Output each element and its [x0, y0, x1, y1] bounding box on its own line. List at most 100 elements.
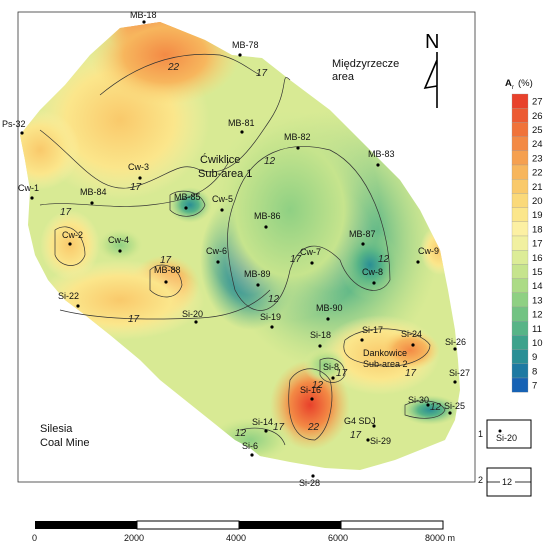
isoline-label: 17: [350, 430, 362, 441]
well-dot: [220, 208, 224, 212]
isolines: [39, 53, 446, 446]
well-markers: MB-18 MB-78 Ps-32 MB-81 MB-82 MB-83 Cw-3 Cw-1 MB…: [2, 10, 470, 488]
legend-title: A: [505, 78, 512, 89]
well-label: Si-22: [58, 291, 79, 301]
legend-swatch: [511, 207, 529, 222]
well-dot: [448, 411, 452, 415]
well-dot: [360, 338, 364, 342]
key-isoline-label: 12: [502, 477, 512, 487]
well-dot: [76, 304, 80, 308]
well-dot: [264, 429, 268, 433]
well-dot: [142, 20, 146, 24]
scale-label: 2000: [124, 533, 144, 543]
well-label: Si-18: [310, 330, 331, 340]
region-label-cwiklice: Ćwiklice: [200, 153, 240, 166]
well-label: MB-82: [284, 132, 311, 142]
isoline-label: 12: [264, 156, 276, 167]
well-dot: [453, 347, 457, 351]
well-dot: [361, 242, 365, 246]
isoline-label: 17: [290, 254, 302, 265]
isoline-label: 17: [128, 314, 140, 325]
isoline-label: 22: [307, 422, 320, 433]
well-dot: [376, 163, 380, 167]
isoline-label: 12: [312, 380, 324, 391]
well-label: Si-24: [401, 329, 422, 339]
region-label-cwiklice-sub: Sub-area 1: [198, 168, 252, 180]
legend-value: 23: [532, 153, 543, 164]
legend-swatch: [511, 250, 529, 265]
legend-swatch: [511, 164, 529, 180]
well-dot: [411, 343, 415, 347]
legend-swatch: [511, 335, 529, 350]
legend-value: 21: [532, 182, 543, 193]
well-label: MB-78: [232, 40, 259, 50]
legend-unit: (%): [518, 78, 533, 89]
legend-value: 12: [532, 310, 543, 321]
scale-label: 0: [32, 533, 37, 543]
well-label: MB-81: [228, 118, 255, 128]
well-dot: [426, 403, 430, 407]
north-arrow: N: [423, 31, 439, 108]
well-label: Si-19: [260, 312, 281, 322]
map-key: 1 Si-20 2 12: [478, 419, 532, 497]
well-dot: [372, 281, 376, 285]
well-dot: [256, 283, 260, 287]
well-dot: [270, 325, 274, 329]
legend-swatch: [511, 278, 529, 293]
well-dot: [318, 344, 322, 348]
legend-value: 13: [532, 295, 543, 306]
legend-swatch: [511, 221, 529, 237]
region-label-dankowice-sub: Sub-area 2: [363, 359, 408, 369]
isoline-label: 12: [268, 294, 280, 305]
well-label: MB-90: [316, 303, 343, 313]
well-label: Cw-8: [362, 267, 383, 277]
legend-value: 15: [532, 267, 543, 278]
color-legend: A r (%) 27 26 25 24 23 22 21 20 19 18 17 16 15 14 13 12…: [505, 78, 543, 393]
well-dot: [366, 438, 370, 442]
legend-value: 14: [532, 281, 543, 292]
legend-value: 19: [532, 210, 543, 221]
legend-value: 17: [532, 239, 543, 250]
well-dot: [194, 320, 198, 324]
region-label-coal-mine: Coal Mine: [40, 437, 90, 449]
legend-swatch: [511, 136, 529, 151]
well-dot: [416, 260, 420, 264]
well-dot: [216, 260, 220, 264]
well-dot: [30, 196, 34, 200]
legend-value: 16: [532, 253, 543, 264]
region-label-dankowice: Dankowice: [363, 348, 407, 358]
legend-swatch: [511, 93, 529, 109]
well-label: MB-18: [130, 10, 157, 20]
well-label: Si-25: [444, 401, 465, 411]
scale-bar: 0 2000 4000 6000 8000 m: [32, 520, 455, 543]
well-label: MB-83: [368, 149, 395, 159]
legend-swatch: [511, 108, 529, 123]
legend-value: 8: [532, 366, 537, 377]
legend-value: 22: [532, 168, 543, 179]
well-label: Si-20: [182, 309, 203, 319]
scale-segment: [35, 521, 137, 529]
well-label: Cw-1: [18, 183, 39, 193]
north-arrow-icon: [423, 52, 438, 108]
well-dot: [250, 453, 254, 457]
legend-value: 27: [532, 97, 543, 108]
legend-value: 11: [532, 324, 542, 335]
isoline-label: 17: [336, 368, 348, 379]
well-label: Si-27: [449, 368, 470, 378]
well-dot: [240, 130, 244, 134]
region-label-miedzyrzecze-area: area: [332, 71, 355, 83]
scale-label: 8000 m: [425, 533, 455, 543]
key-number-1: 1: [478, 429, 483, 439]
isoline-label: 17: [130, 182, 142, 193]
scale-segment: [239, 521, 341, 529]
well-label: Si-29: [370, 436, 391, 446]
legend-swatch: [511, 292, 529, 308]
well-label: Si-28: [299, 478, 320, 488]
well-label: Cw-5: [212, 194, 233, 204]
well-label: Si-26: [445, 337, 466, 347]
well-dot: [310, 261, 314, 265]
well-dot: [331, 376, 335, 380]
region-label-silesia: Silesia: [40, 423, 73, 435]
legend-value: 18: [532, 224, 543, 235]
well-label: Cw-3: [128, 162, 149, 172]
